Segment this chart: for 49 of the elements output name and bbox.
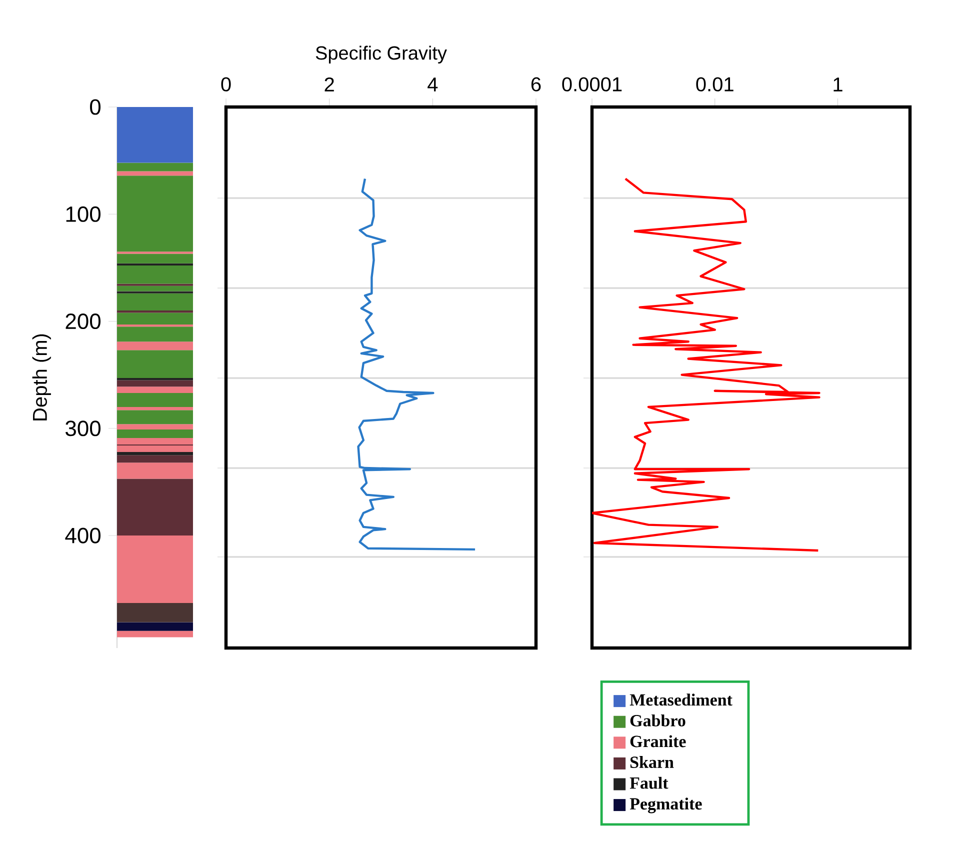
bar (117, 342, 194, 350)
legend-label: Metasediment (630, 694, 732, 706)
bar (117, 429, 194, 438)
bar (117, 293, 194, 311)
bar (117, 386, 194, 394)
bar (117, 266, 194, 284)
bar (117, 254, 194, 264)
y-tick-label: 300 (66, 420, 101, 436)
bar (117, 286, 194, 292)
y-tick-label: 400 (65, 528, 101, 544)
bar (117, 406, 194, 410)
bar (117, 424, 194, 430)
x-tick-label: 4 (428, 78, 438, 92)
x-axis-title: Specific Gravity (316, 46, 447, 64)
x-tick-label: 0 (221, 77, 231, 92)
y-tick-label: 100 (66, 206, 101, 222)
bar (117, 452, 194, 456)
legend-label: Pegmatite (630, 798, 702, 814)
x-tick-label: 6 (531, 77, 541, 92)
bar (117, 410, 194, 424)
bar (117, 176, 194, 252)
bar (117, 324, 194, 327)
x-tick-label: 0.0001 (562, 77, 622, 92)
legend-label: Skarn (630, 756, 674, 768)
legend-label: Fault (630, 776, 668, 789)
legend-label: Gabbro (630, 714, 686, 726)
bar (117, 350, 194, 378)
bar (117, 393, 194, 407)
bar (117, 162, 194, 172)
x-tick-label: 2 (324, 77, 334, 92)
bar (117, 536, 194, 604)
bar (117, 478, 194, 536)
bar (117, 380, 194, 387)
bar (117, 603, 194, 622)
bar (117, 630, 194, 638)
y-axis-title: Depth (m) (32, 334, 51, 420)
bar (117, 263, 194, 266)
x-tick-label: 0.01 (696, 77, 734, 92)
bar (117, 326, 194, 342)
y-tick-label: 0 (90, 99, 101, 115)
bar (117, 462, 194, 479)
legend-label: Granite (630, 735, 686, 748)
x-tick-label: 1 (834, 78, 842, 92)
bar (117, 107, 194, 163)
bar (117, 455, 194, 463)
bar (117, 171, 194, 176)
y-tick-label: 200 (66, 314, 101, 330)
bar (117, 312, 194, 324)
bar (117, 622, 194, 631)
